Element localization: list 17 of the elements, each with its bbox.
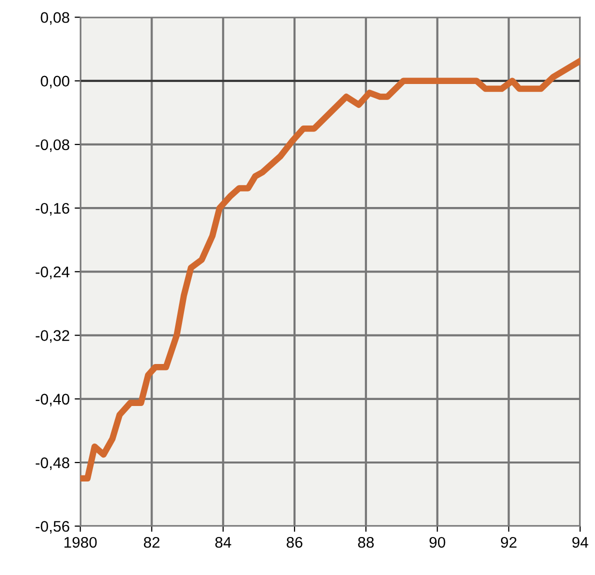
y-tick-label: 0,08 bbox=[40, 12, 70, 25]
x-tick-label: 82 bbox=[144, 536, 160, 548]
y-tick-label: -0,40 bbox=[36, 394, 70, 406]
x-tick-label: 88 bbox=[358, 536, 374, 548]
x-tick-label: 86 bbox=[286, 536, 302, 548]
x-tick-label: 90 bbox=[430, 536, 446, 548]
y-tick-label: -0,16 bbox=[36, 202, 70, 216]
y-tick-label: 0,00 bbox=[40, 76, 70, 88]
y-tick-label: -0,56 bbox=[36, 520, 70, 534]
y-tick-label: -0,48 bbox=[36, 457, 70, 470]
y-tick-label: -0,08 bbox=[36, 139, 70, 152]
x-tick-label: 84 bbox=[215, 536, 232, 548]
y-tick-label: -0,24 bbox=[36, 266, 70, 280]
y-tick-label: -0,32 bbox=[36, 330, 70, 343]
x-tick-label: 94 bbox=[572, 536, 588, 548]
x-tick-label: 1980 bbox=[64, 536, 97, 548]
x-tick-label: 92 bbox=[500, 536, 516, 548]
